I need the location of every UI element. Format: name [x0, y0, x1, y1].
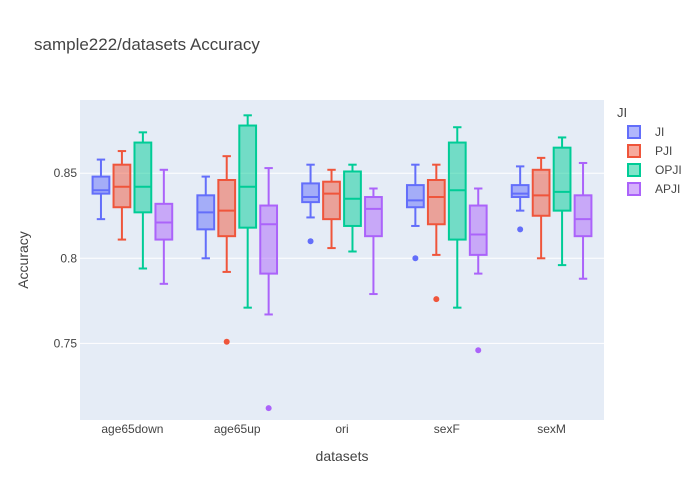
y-tick-label: 0.8	[60, 251, 77, 265]
outlier-point	[517, 226, 524, 233]
box-iqr	[405, 184, 425, 209]
legend-swatch	[627, 182, 641, 196]
box-iqr	[426, 179, 446, 226]
legend-swatch	[627, 163, 641, 177]
gridlines	[80, 172, 604, 344]
box-iqr	[259, 204, 279, 275]
box-iqr	[573, 194, 593, 238]
y-tick-labels: 0.75 0.8 0.85	[54, 166, 78, 350]
legend-label: OPJI	[655, 163, 682, 177]
box-opji-sexF	[447, 126, 467, 309]
x-tick-label: ori	[335, 422, 348, 436]
box-ji-age65down	[91, 158, 111, 221]
x-tick-label: age65down	[101, 422, 163, 436]
box-opji-age65up	[238, 114, 258, 309]
y-tick-label: 0.85	[54, 166, 78, 180]
legend-item-apji[interactable]: APJI	[627, 182, 680, 196]
legend-title: JI	[617, 105, 627, 120]
legend-label: APJI	[655, 182, 680, 196]
box-iqr	[552, 146, 572, 212]
box-pji-sexF	[426, 163, 446, 303]
x-axis-title: datasets	[316, 448, 369, 464]
box-iqr	[301, 182, 320, 204]
box-ji-ori	[301, 163, 320, 245]
box-ji-sexM	[510, 165, 530, 233]
box-opji-ori	[343, 163, 362, 253]
legend: JI JI PJI OPJI APJI	[617, 105, 682, 196]
outlier-point	[412, 255, 419, 262]
box-iqr	[133, 141, 153, 214]
box-apji-sexF	[468, 187, 488, 354]
x-tick-labels: age65down age65up ori sexF sexM	[101, 422, 566, 436]
box-iqr	[217, 179, 237, 238]
y-tick-label: 0.75	[54, 336, 78, 350]
box-iqr	[238, 124, 258, 229]
box-pji-age65down	[112, 150, 132, 241]
outlier-point	[307, 238, 314, 245]
legend-item-pji[interactable]: PJI	[627, 144, 672, 158]
box-apji-age65up	[259, 167, 279, 412]
box-iqr	[364, 196, 383, 238]
box-opji-age65down	[133, 131, 153, 270]
legend-label: PJI	[655, 144, 672, 158]
outlier-point	[265, 405, 272, 412]
y-axis-title: Accuracy	[15, 231, 31, 289]
box-apji-age65down	[154, 168, 174, 285]
x-tick-label: age65up	[214, 422, 261, 436]
box-pji-ori	[322, 168, 341, 250]
chart-title: sample222/datasets Accuracy	[34, 35, 260, 54]
box-ji-age65up	[196, 175, 216, 260]
box-iqr	[531, 168, 551, 217]
box-iqr	[510, 184, 530, 199]
box-iqr	[468, 204, 488, 256]
box-apji-sexM	[573, 161, 593, 280]
legend-swatch	[627, 125, 641, 139]
plot-background	[80, 100, 604, 420]
legend-item-opji[interactable]: OPJI	[627, 163, 682, 177]
box-apji-ori	[364, 187, 383, 296]
outlier-point	[475, 347, 482, 354]
legend-item-ji[interactable]: JI	[627, 125, 664, 139]
outlier-point	[223, 338, 230, 345]
legend-label: JI	[655, 125, 664, 139]
box-iqr	[322, 180, 341, 221]
box-pji-age65up	[217, 155, 237, 345]
legend-swatch	[627, 144, 641, 158]
box-series-group	[91, 114, 593, 412]
box-ji-sexF	[405, 163, 425, 262]
x-tick-label: sexF	[434, 422, 460, 436]
box-opji-sexM	[552, 136, 572, 267]
outlier-point	[433, 296, 440, 303]
x-tick-label: sexM	[537, 422, 566, 436]
box-pji-sexM	[531, 156, 551, 260]
